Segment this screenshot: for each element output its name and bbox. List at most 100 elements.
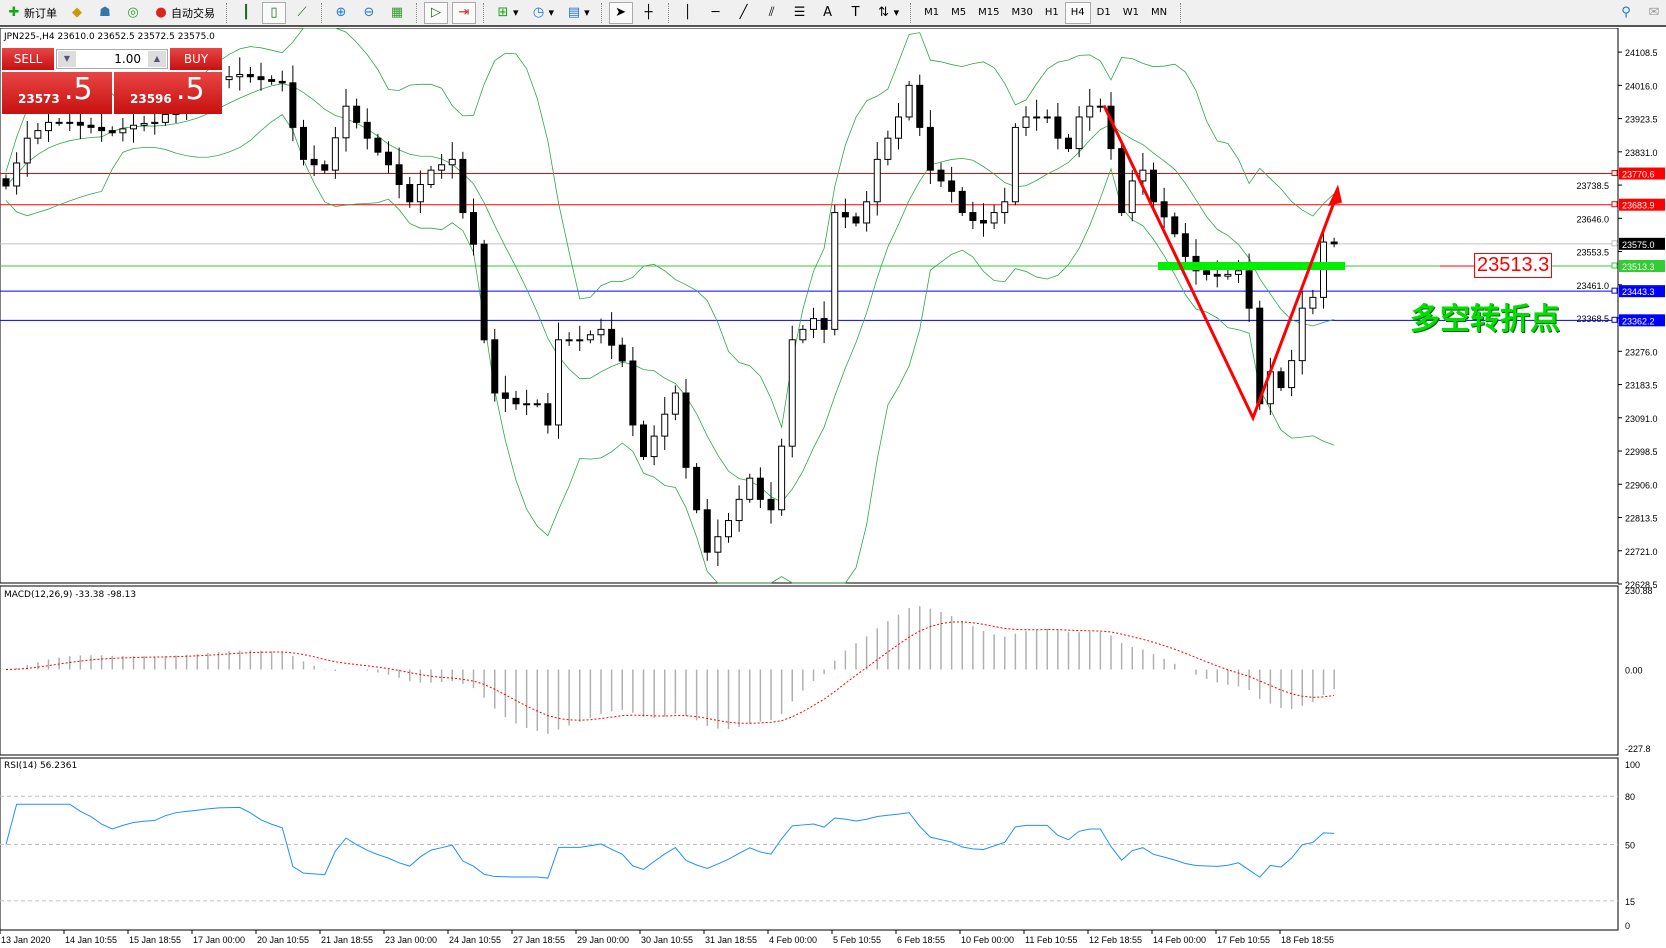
timeframe-m1[interactable]: M1 xyxy=(924,7,940,18)
time-label: 20 Jan 10:55 xyxy=(257,935,309,945)
candle-bear xyxy=(76,121,84,126)
time-label: 18 Feb 18:55 xyxy=(1281,935,1334,945)
candle-bull xyxy=(576,339,584,342)
candle-bull xyxy=(1001,201,1009,214)
cursor-button[interactable]: ➤ xyxy=(608,1,633,24)
candle-bear xyxy=(1277,371,1285,389)
periods-button[interactable]: ◷ ▾ xyxy=(527,2,559,24)
candle-bull xyxy=(533,403,541,406)
text-label-icon: T xyxy=(851,4,860,20)
arrows-button[interactable]: ⇅ ▾ xyxy=(872,2,904,24)
lot-increase-icon[interactable]: ▲ xyxy=(148,51,166,67)
timeframe-m15[interactable]: M15 xyxy=(978,7,1000,18)
lot-size-input[interactable]: 1.00 xyxy=(56,49,168,69)
timeframe-w1[interactable]: W1 xyxy=(1122,7,1139,18)
rsi-axis-label: 100 xyxy=(1625,760,1640,770)
candle-bull xyxy=(119,128,127,134)
candle-bear xyxy=(703,509,711,553)
candlestick-button[interactable]: ▯ xyxy=(262,1,286,24)
candle-bull xyxy=(236,74,244,78)
channel-button[interactable]: ⫽ xyxy=(760,2,784,24)
candle-bear xyxy=(300,126,307,160)
new-order-button[interactable]: ✚ 新订单 xyxy=(2,2,61,24)
timeframe-h4[interactable]: H4 xyxy=(1064,1,1091,24)
candle-bull xyxy=(140,122,148,126)
tile-windows-button[interactable]: ▦ xyxy=(385,2,409,24)
time-label: 14 Jan 10:55 xyxy=(65,935,117,945)
candle-bull xyxy=(597,328,605,336)
templates-button[interactable]: ▤ ▾ xyxy=(567,4,590,20)
price-label-bg xyxy=(1619,314,1665,327)
stop-icon: ● xyxy=(155,4,167,20)
timeframe-m5[interactable]: M5 xyxy=(951,7,967,18)
one-click-trading-panel: SELL 1.00 ▼ ▲ BUY 23573.5 23596.5 xyxy=(2,48,222,114)
clock-icon: ◷ xyxy=(532,4,545,20)
candle-bull xyxy=(225,76,233,81)
sell-price[interactable]: 23573.5 xyxy=(2,72,112,114)
price-annotation-label[interactable]: 23513.3 xyxy=(1474,253,1553,278)
lot-decrease-icon[interactable]: ▼ xyxy=(58,51,76,67)
text-label-button[interactable]: T xyxy=(844,2,868,24)
cursor-icon: ➤ xyxy=(615,4,627,20)
candle-bear xyxy=(268,79,276,82)
chart-area[interactable]: 24108.5 24016.0 23923.5 23831.0 23738.5 23646… xyxy=(0,28,1666,948)
candle-bear xyxy=(321,164,329,171)
auto-trading-button[interactable]: ● 自动交易 xyxy=(149,2,219,24)
line-chart-icon: ⟋ xyxy=(297,4,307,20)
signals-button[interactable]: ◎ xyxy=(121,2,145,24)
bar-chart-button[interactable]: ┃ xyxy=(234,2,258,24)
candle-bull xyxy=(331,137,339,171)
zoom-in-button[interactable]: ⊕ xyxy=(329,2,353,24)
candle-bear xyxy=(1150,169,1157,203)
text-icon: A xyxy=(823,4,833,20)
candle-bear xyxy=(491,339,499,394)
bollinger-upper xyxy=(5,28,1335,429)
buy-price[interactable]: 23596.5 xyxy=(114,72,222,114)
candle-bull xyxy=(1288,360,1296,389)
chart-shift-icon: ⇥ xyxy=(458,4,470,20)
candle-bull xyxy=(778,445,786,511)
time-label: 30 Jan 10:55 xyxy=(641,935,693,945)
text-button[interactable]: A xyxy=(816,2,840,24)
candle-bear xyxy=(1203,270,1211,275)
chart-shift-button[interactable]: ⇥ xyxy=(452,1,476,24)
bar-chart-icon: ┃ xyxy=(242,4,250,20)
line-chart-button[interactable]: ⟋ xyxy=(290,2,314,24)
turning-point-annotation[interactable]: 多空转折点 xyxy=(1410,302,1560,337)
candle-bull xyxy=(714,536,722,553)
timeframe-m30[interactable]: M30 xyxy=(1011,7,1033,18)
time-label: 10 Feb 00:00 xyxy=(961,935,1014,945)
search-button[interactable]: ⚲ xyxy=(1614,2,1638,24)
horizontal-line-button[interactable]: ─ xyxy=(704,2,728,24)
candle-bear xyxy=(1054,116,1062,139)
fibonacci-button[interactable]: ☰ xyxy=(788,2,812,24)
candle-bear xyxy=(640,424,647,458)
trendline-button[interactable]: ╱ xyxy=(732,2,756,24)
price-tick-label: 22813.5 xyxy=(1625,514,1658,524)
symbol-header: JPN225-,H4 23610.0 23652.5 23572.5 23575… xyxy=(4,32,215,42)
candle-bear xyxy=(926,126,934,171)
price-label-bg xyxy=(1619,260,1665,273)
arrow-head-icon xyxy=(1328,184,1342,207)
candle-bull xyxy=(23,137,31,164)
indicators-button[interactable]: ⊞ ▾ xyxy=(491,2,523,24)
auto-scroll-button[interactable]: ▷ xyxy=(424,1,448,24)
zoom-in-icon: ⊕ xyxy=(335,4,347,20)
zoom-out-icon: ⊖ xyxy=(363,4,375,20)
vertical-line-button[interactable]: │ xyxy=(676,2,700,24)
timeframe-mn[interactable]: MN xyxy=(1150,7,1168,18)
buy-button[interactable]: BUY xyxy=(170,48,222,70)
candle-bull xyxy=(13,162,21,187)
timeframe-h1[interactable]: H1 xyxy=(1044,7,1059,18)
crosshair-button[interactable]: ┼ xyxy=(637,2,661,24)
timeframe-d1[interactable]: D1 xyxy=(1096,7,1111,18)
zoom-out-button[interactable]: ⊖ xyxy=(357,2,381,24)
chat-button[interactable]: ✉ xyxy=(1642,2,1666,24)
rsi-axis-label: 0 xyxy=(1625,921,1630,931)
sell-button[interactable]: SELL xyxy=(2,48,54,70)
time-label: 14 Feb 00:00 xyxy=(1153,935,1206,945)
metaeditor-button[interactable]: ◆ xyxy=(65,2,89,24)
timeframe-bar: M1 M5 M15 M30 H1 H4 D1 W1 MN xyxy=(918,1,1173,24)
time-label: 21 Jan 18:55 xyxy=(321,935,373,945)
experts-button[interactable]: ☗ xyxy=(93,2,117,24)
